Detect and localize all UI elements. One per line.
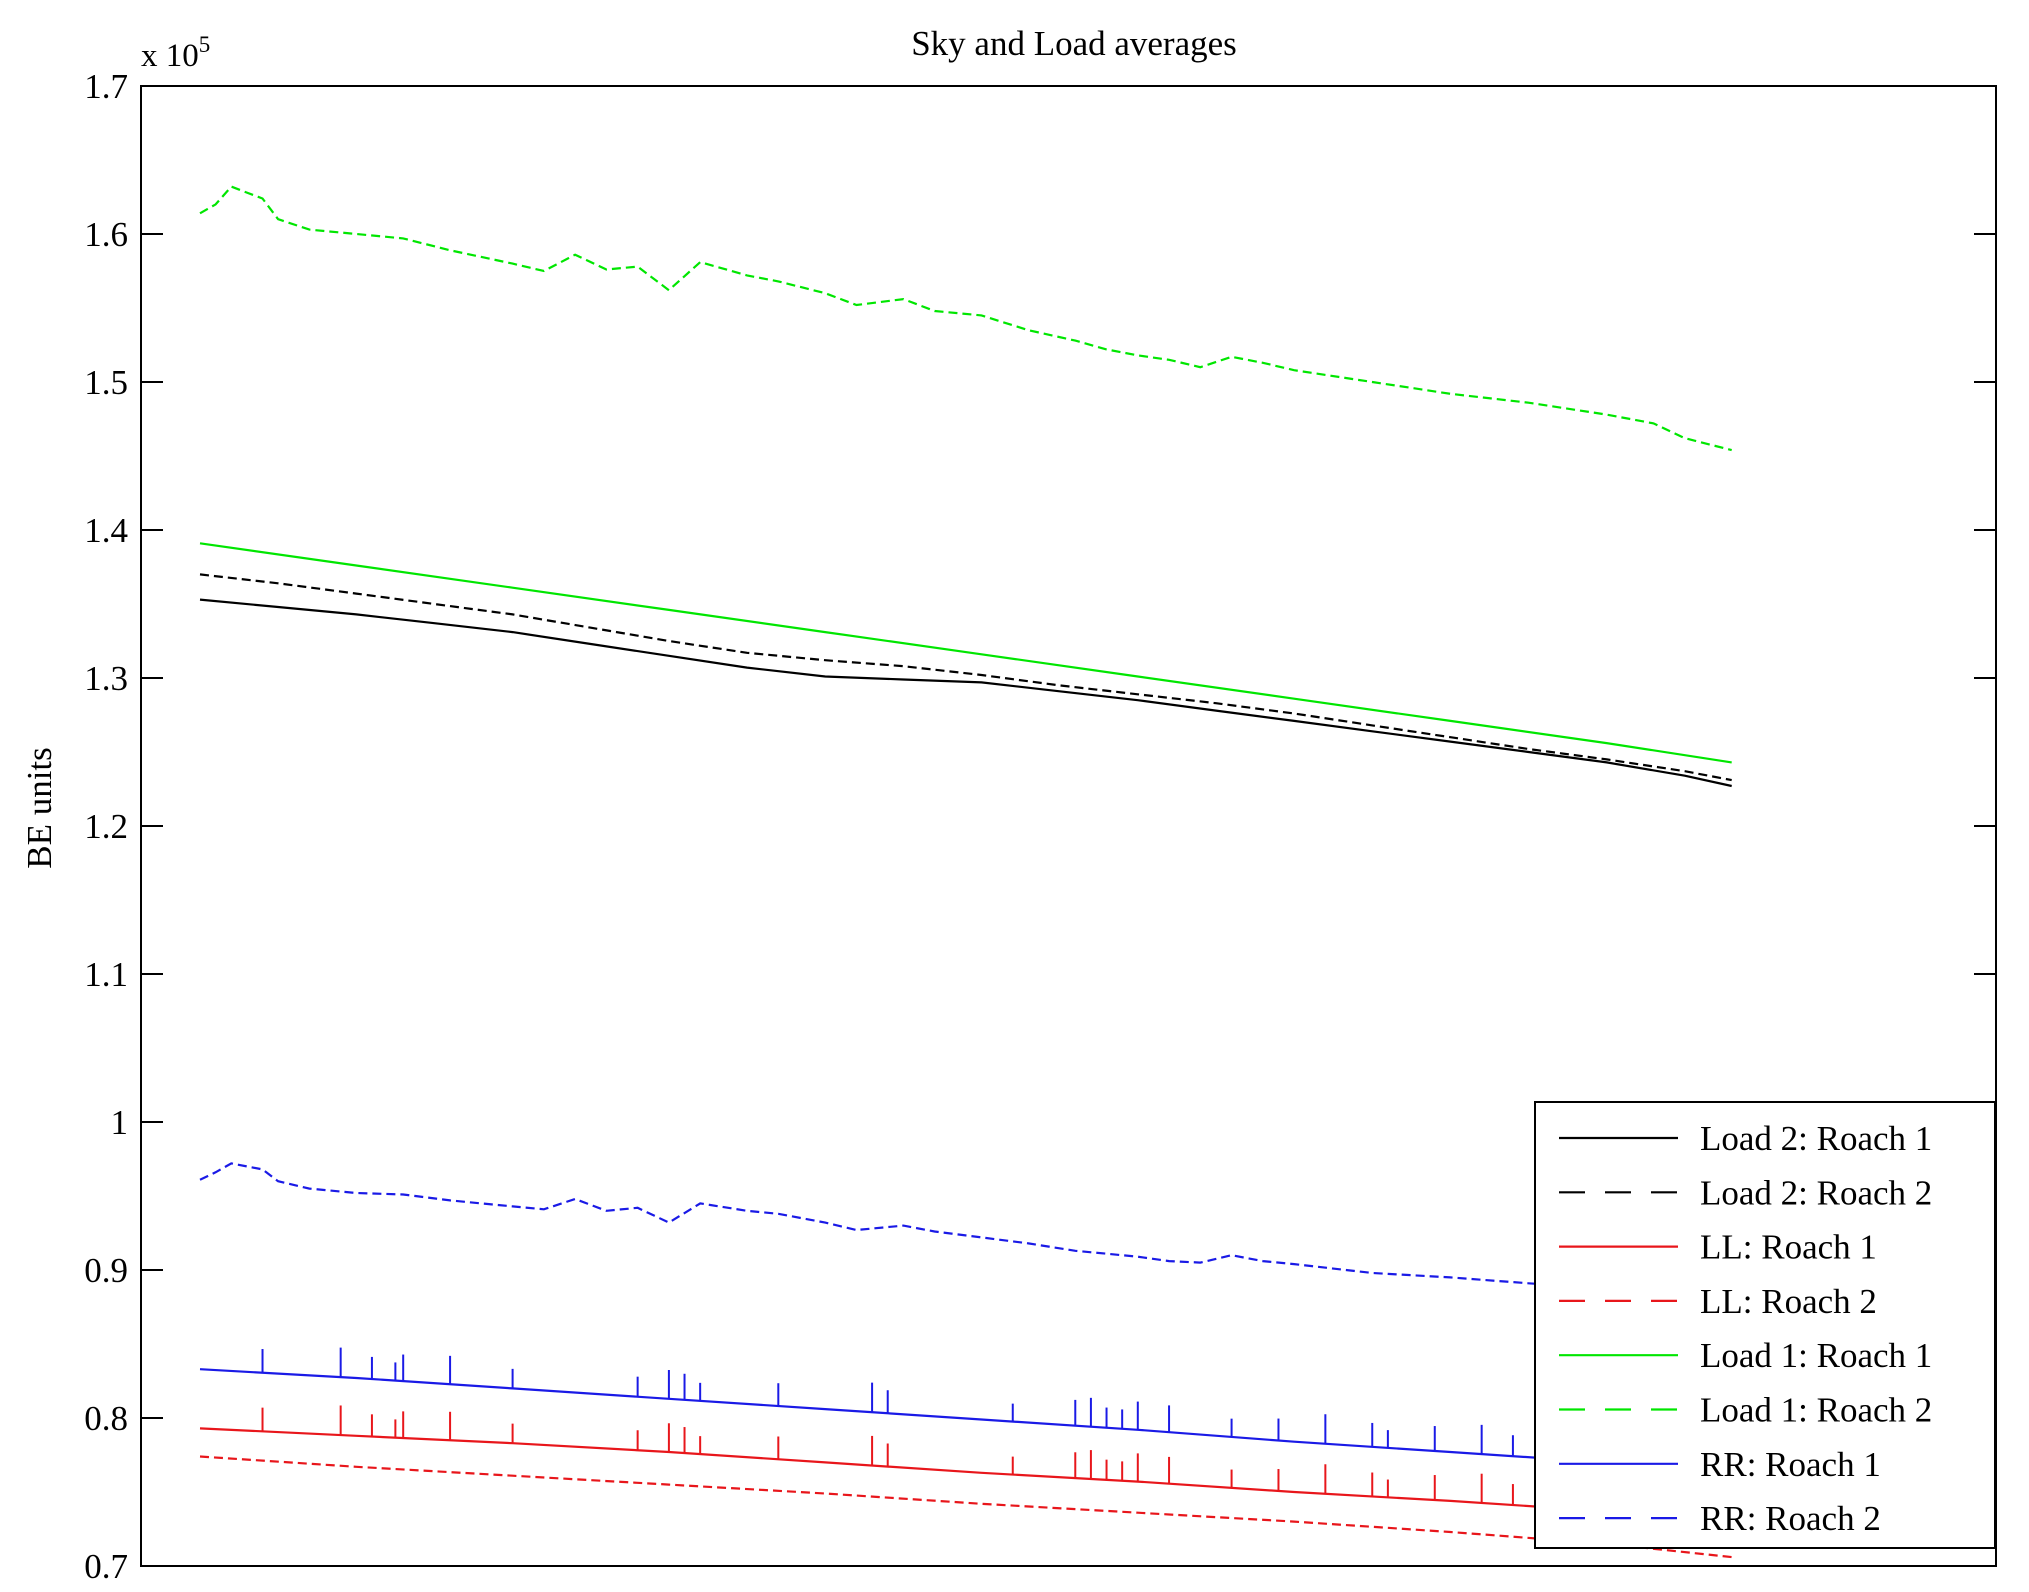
series-4 — [199, 542, 1732, 764]
series-7 — [199, 1162, 1576, 1288]
axes: 0.7 0.8 0.9 1 1.1 1.2 1.3 1.4 1.5 1.6 1.7 — [84, 67, 1997, 1586]
series-line-7 — [199, 1162, 1576, 1288]
series-line-1 — [199, 573, 1732, 782]
series-line-3 — [199, 1455, 1732, 1559]
legend-label-6: RR: Roach 1 — [1700, 1445, 1881, 1484]
y-tick-label: 1.5 — [84, 363, 128, 402]
series-3 — [199, 1455, 1732, 1559]
y-axis-multiplier-exponent: 5 — [199, 32, 211, 57]
y-tick-label: 1.4 — [84, 511, 128, 550]
legend-label-7: RR: Roach 2 — [1700, 1499, 1881, 1538]
legend-label-3: LL: Roach 2 — [1700, 1282, 1877, 1321]
y-tick-label: 1.2 — [84, 807, 128, 846]
y-tick-label: 0.9 — [84, 1251, 128, 1290]
series-1 — [199, 573, 1732, 782]
series-5 — [199, 185, 1732, 452]
y-tick-label: 1 — [111, 1103, 129, 1142]
series-line-2 — [199, 1427, 1732, 1520]
legend-label-5: Load 1: Roach 2 — [1700, 1391, 1932, 1430]
legend-label-4: Load 1: Roach 1 — [1700, 1336, 1932, 1375]
chart-title: Sky and Load averages — [911, 24, 1237, 63]
series-line-6 — [199, 1368, 1732, 1473]
y-axis-label: BE units — [20, 747, 59, 869]
legend-label-1: Load 2: Roach 2 — [1700, 1173, 1932, 1212]
legend-label-0: Load 2: Roach 1 — [1700, 1119, 1932, 1158]
y-axis-multiplier: x 105 — [141, 32, 210, 74]
legend-box — [1534, 1101, 1996, 1549]
series-0 — [199, 598, 1732, 788]
series-line-0 — [199, 598, 1732, 788]
series-line-5 — [199, 185, 1732, 452]
series-line-4 — [199, 542, 1732, 764]
y-tick-label: 0.7 — [84, 1547, 128, 1586]
legend: Load 2: Roach 1 Load 2: Roach 2 LL: Roach … — [1534, 1101, 1996, 1549]
y-tick-label: 0.8 — [84, 1399, 128, 1438]
legend-label-2: LL: Roach 1 — [1700, 1228, 1877, 1267]
y-tick-label: 1.1 — [84, 955, 128, 994]
y-tick-label: 1.7 — [84, 67, 128, 106]
y-tick-label: 1.3 — [84, 659, 128, 698]
y-tick-label: 1.6 — [84, 215, 128, 254]
